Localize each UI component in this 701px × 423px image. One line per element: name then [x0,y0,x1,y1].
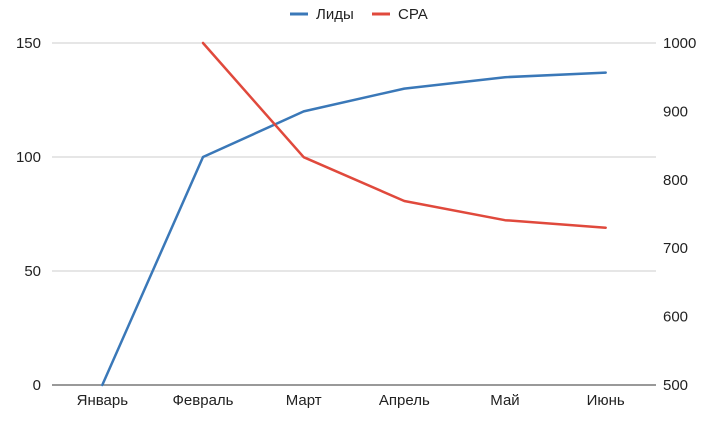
right-axis-ticks: 500 600 700 800 900 1000 [663,35,696,394]
legend-item[interactable]: CPA [372,6,428,23]
y-right-tick-label: 500 [663,377,688,394]
x-tick-label: Май [490,392,519,409]
series-lines [101,41,607,387]
y-right-tick-label: 800 [663,172,688,189]
y-left-tick-label: 50 [24,263,41,280]
x-tick-label: Январь [77,392,129,409]
x-axis-ticks: Январь Февраль Март Апрель Май Июнь [77,392,625,409]
y-right-tick-label: 900 [663,103,688,120]
series-line-leads [101,71,607,387]
grid-lines [52,42,656,386]
legend-label: CPA [398,6,428,23]
y-right-tick-label: 600 [663,309,688,326]
left-axis-ticks: 0 50 100 150 [16,35,41,394]
legend-item[interactable]: Лиды [290,6,354,23]
x-tick-label: Март [286,392,322,409]
y-left-tick-label: 100 [16,149,41,166]
y-left-tick-label: 150 [16,35,41,52]
x-tick-label: Апрель [379,392,430,409]
x-tick-label: Февраль [173,392,234,409]
legend-label: Лиды [316,6,354,23]
series-line-cpa [201,41,607,229]
y-left-tick-label: 0 [33,377,41,394]
legend: Лиды CPA [290,6,428,23]
y-right-tick-label: 700 [663,240,688,257]
y-right-tick-label: 1000 [663,35,696,52]
x-tick-label: Июнь [587,392,625,409]
